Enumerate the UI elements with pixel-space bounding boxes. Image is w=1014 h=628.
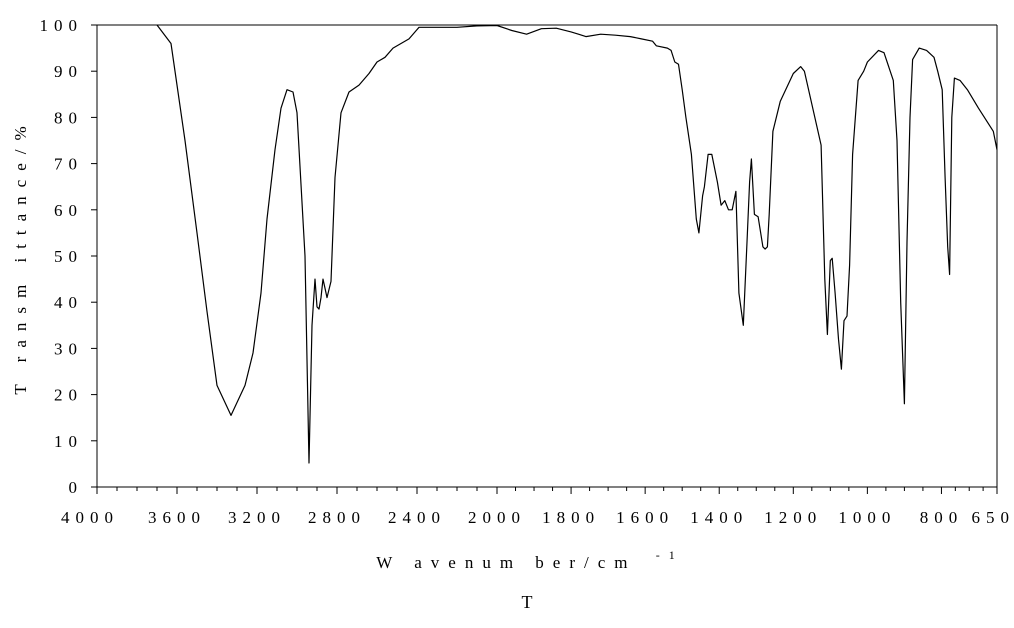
axis-ticks [91,25,997,494]
figure-caption: T [522,592,533,612]
x-tick-label: 800 [920,508,964,527]
x-tick-label: 2400 [388,508,446,527]
y-tick-label: 30 [54,339,83,358]
x-axis-title: W avenum ber/cm -1 [376,548,684,572]
y-tick-label: 70 [54,155,83,174]
x-tick-label: 2000 [468,508,526,527]
x-tick-label: 3200 [228,508,286,527]
x-tick-label: 1400 [690,508,748,527]
y-tick-label: 10 [54,432,83,451]
x-tick-label: 650 [972,508,1014,527]
y-tick-label: 40 [54,293,83,312]
y-tick-label: 0 [69,478,84,497]
x-tick-label: 1800 [542,508,600,527]
x-tick-label: 3600 [148,508,206,527]
tick-labels: 0 10 20 30 40 50 60 70 80 90 100 4000 3600 3200 2800 24… [40,16,1014,527]
y-axis-title: T ransm ittance/% [11,117,30,394]
y-tick-label: 80 [54,108,83,127]
x-axis-title-superscript: -1 [656,548,684,562]
y-tick-label: 90 [54,62,83,81]
y-tick-label: 60 [54,201,83,220]
x-tick-label: 1000 [838,508,896,527]
y-tick-label: 100 [40,16,84,35]
axes [97,25,997,487]
x-axis-title-text: W avenum ber/cm [376,553,636,572]
y-tick-label: 20 [54,386,83,405]
x-tick-label: 1600 [616,508,674,527]
y-tick-label: 50 [54,247,83,266]
spectrum-line [157,25,997,463]
x-tick-label: 1200 [764,508,822,527]
x-tick-label: 2800 [308,508,366,527]
x-tick-label: 4000 [61,508,119,527]
